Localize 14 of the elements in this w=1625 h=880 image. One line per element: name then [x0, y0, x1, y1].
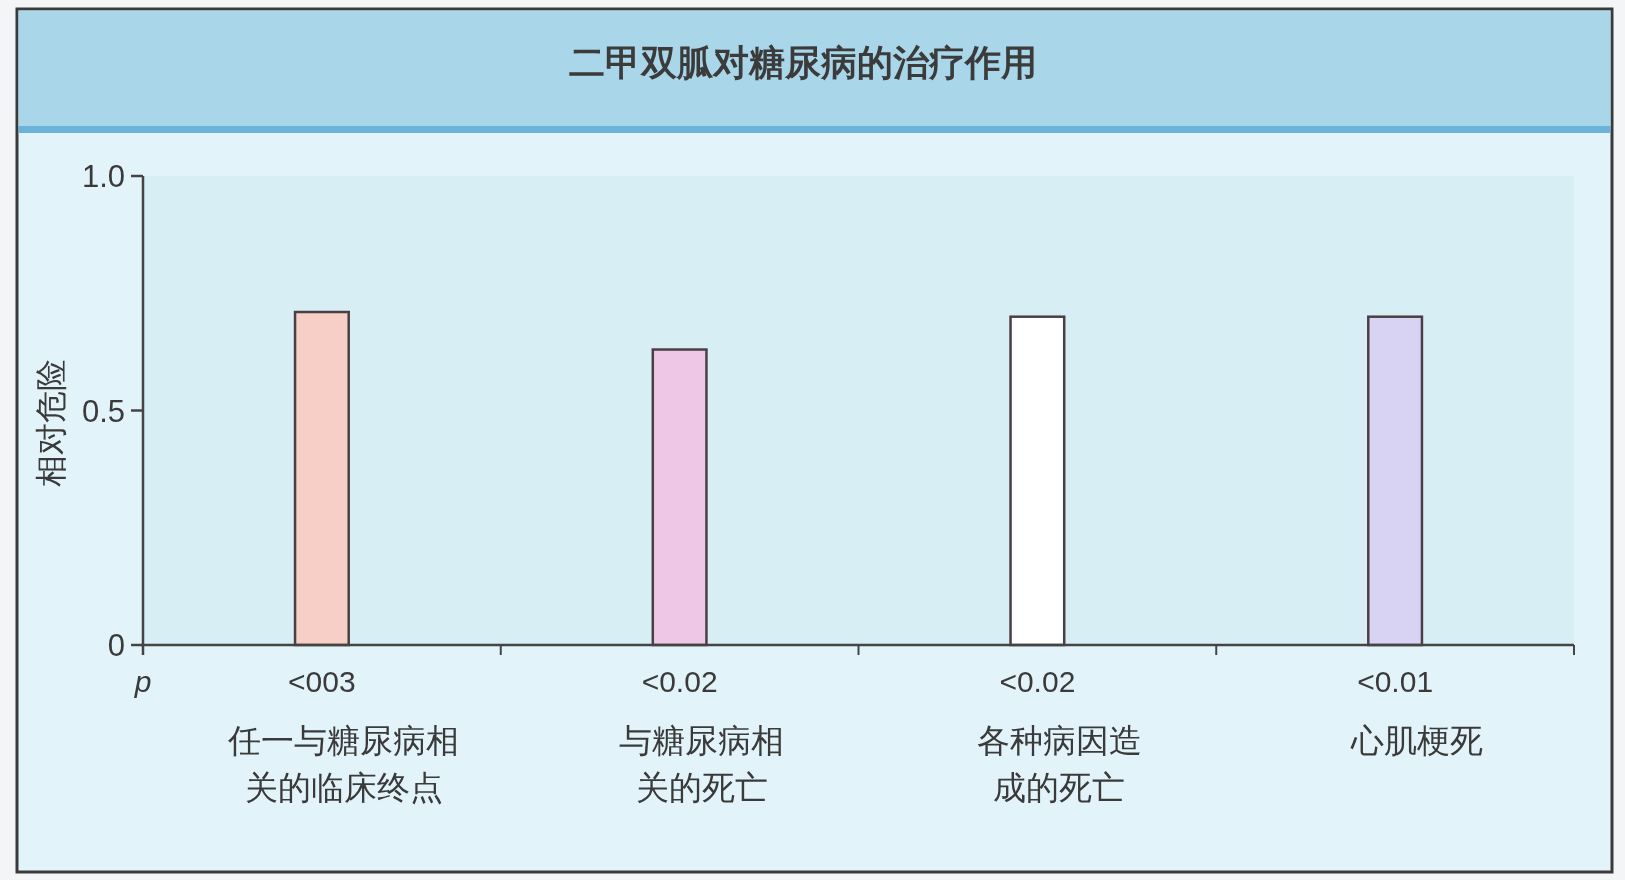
text: <0.01 — [1357, 665, 1434, 698]
x-tick-label: 与糖尿病相关的死亡 — [619, 722, 785, 806]
y-axis-title: 相对危险 — [33, 358, 69, 487]
y-tick-label: 1.0 — [81, 159, 125, 194]
text: p — [133, 665, 152, 698]
y-tick-label: 0.5 — [81, 393, 125, 429]
x-tick-label: 心肌梗死 — [1350, 722, 1484, 759]
text: <003 — [288, 665, 356, 698]
y-tick-label: 0 — [107, 628, 125, 663]
chart-title: 二甲双胍对糖尿病的治疗作用 — [569, 42, 1037, 83]
text: <0.02 — [641, 665, 718, 698]
x-tick-label: 各种病因造成的死亡 — [976, 722, 1142, 806]
text: <0.02 — [999, 665, 1076, 698]
x-tick-label: 任一与糖尿病相关的临床终点 — [227, 722, 460, 806]
